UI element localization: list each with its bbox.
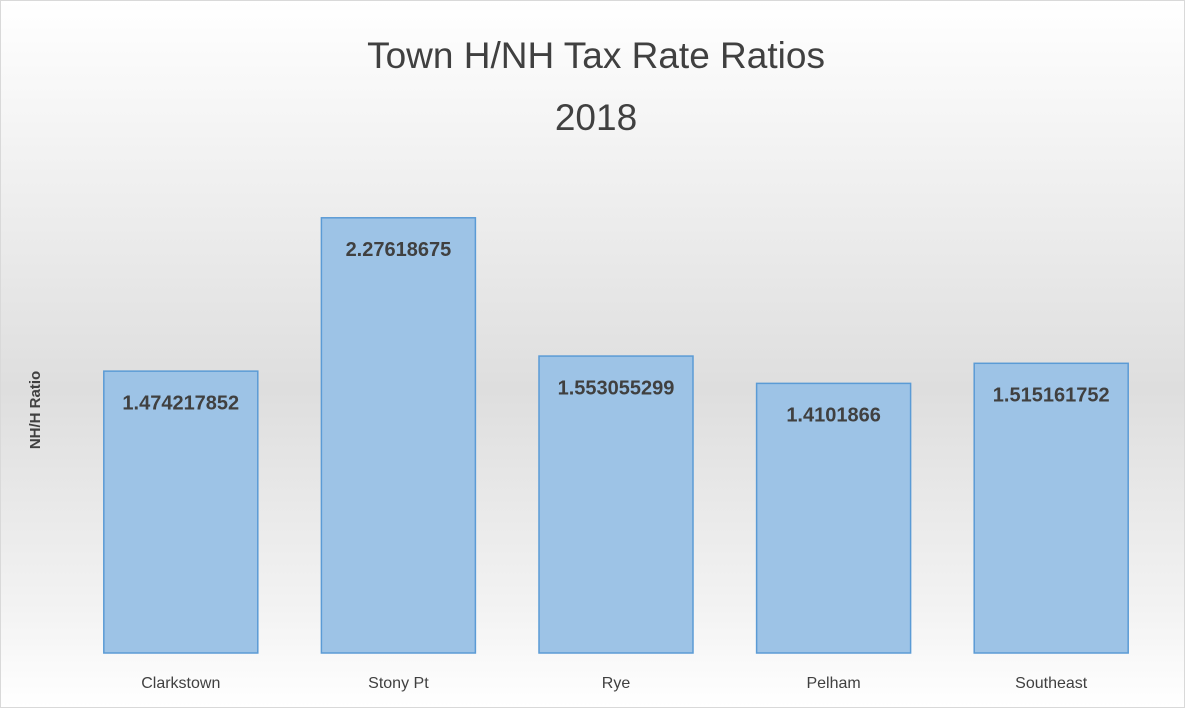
bar: [538, 355, 694, 654]
bar: [973, 362, 1129, 654]
x-tick-label: Clarkstown: [141, 675, 220, 692]
x-tick-label: Stony Pt: [368, 675, 429, 692]
data-label: 2.27618675: [346, 239, 452, 261]
chart-subtitle: 2018: [555, 97, 637, 138]
chart-title: Town H/NH Tax Rate Ratios: [367, 35, 825, 76]
x-tick-label: Rye: [602, 675, 631, 692]
x-tick-label: Pelham: [806, 675, 860, 692]
bar: [103, 370, 259, 654]
data-label: 1.474217852: [122, 392, 239, 414]
y-axis-label: NH/H Ratio: [27, 371, 44, 449]
data-label: 1.553055299: [558, 377, 675, 399]
data-label: 1.4101866: [786, 405, 881, 427]
data-label: 1.515161752: [993, 385, 1110, 407]
x-tick-label: Southeast: [1015, 675, 1088, 692]
bar: [755, 382, 912, 654]
bar: [320, 217, 477, 654]
